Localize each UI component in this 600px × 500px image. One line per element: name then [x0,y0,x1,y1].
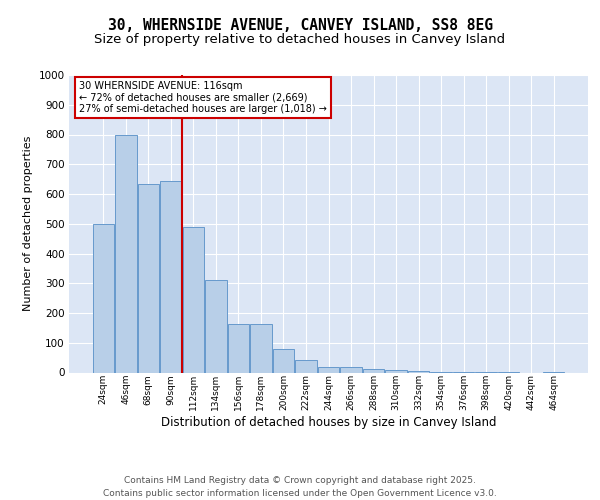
Text: Contains HM Land Registry data © Crown copyright and database right 2025.
Contai: Contains HM Land Registry data © Crown c… [103,476,497,498]
Bar [182,226,204,372]
Text: Size of property relative to detached houses in Canvey Island: Size of property relative to detached ho… [94,32,506,46]
Bar [273,348,294,372]
X-axis label: Distribution of detached houses by size in Canvey Island: Distribution of detached houses by size … [161,416,496,429]
Bar [340,366,362,372]
Bar [160,180,182,372]
Bar [115,134,137,372]
Bar [92,224,114,372]
Bar [205,280,227,372]
Text: 30 WHERNSIDE AVENUE: 116sqm
← 72% of detached houses are smaller (2,669)
27% of : 30 WHERNSIDE AVENUE: 116sqm ← 72% of det… [79,81,327,114]
Text: 30, WHERNSIDE AVENUE, CANVEY ISLAND, SS8 8EG: 30, WHERNSIDE AVENUE, CANVEY ISLAND, SS8… [107,18,493,32]
Bar [250,324,272,372]
Bar [385,370,407,372]
Bar [295,360,317,372]
Bar [228,324,249,372]
Bar [318,366,339,372]
Bar [363,368,384,372]
Y-axis label: Number of detached properties: Number of detached properties [23,136,33,312]
Bar [137,184,159,372]
